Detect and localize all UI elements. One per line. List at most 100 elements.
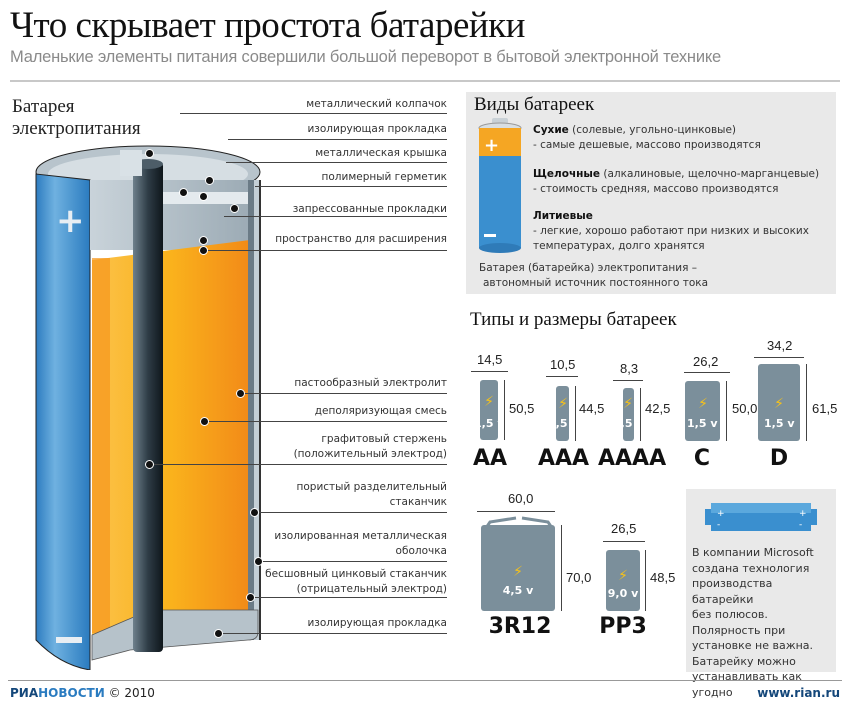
- dimension-line: [477, 511, 555, 512]
- note-line: устанавливать как угодно: [692, 670, 802, 699]
- callout-dot: [199, 246, 208, 255]
- c-name: C: [693, 446, 711, 471]
- callout-dot: [250, 508, 259, 517]
- type-dry: Сухие (солевые, угольно-цинковые) - самы…: [533, 123, 761, 153]
- type-detail: (алкалиновые, щелочно-марганцевые): [600, 168, 820, 180]
- dimension-line: [640, 388, 641, 441]
- bolt-icon: ⚡: [774, 396, 784, 412]
- site-link[interactable]: www.rian.ru: [757, 686, 840, 700]
- c-battery-shape: [685, 381, 720, 441]
- aaaa-height: 42,5: [645, 401, 671, 416]
- label-line2: стаканчик: [389, 496, 447, 508]
- page-subtitle: Маленькие элементы питания совершили бол…: [10, 48, 722, 66]
- bolt-icon: ⚡: [484, 394, 494, 410]
- label-insulated-metal-shell: изолированная металлическая оболочка: [274, 529, 447, 559]
- bolt-icon: ⚡: [558, 396, 568, 412]
- label-depolarizing-mix: деполяризующая смесь: [314, 405, 447, 417]
- aa-name: AA: [472, 446, 508, 471]
- dimension-line: [806, 364, 807, 441]
- c-width: 26,2: [693, 354, 719, 369]
- note-line: создана технология: [692, 561, 810, 575]
- type-desc: - самые дешевые, массово производятся: [533, 139, 761, 151]
- plus-sign-icon: +: [717, 509, 725, 519]
- leader-line: [258, 561, 447, 562]
- label-graphite-rod: графитовый стержень (положительный элект…: [294, 432, 447, 462]
- type-desc-line2: температурах, долго хранятся: [533, 240, 705, 252]
- label-line1: пористый разделительный: [296, 481, 447, 493]
- dimension-line: [613, 380, 643, 381]
- callout-dot: [214, 629, 223, 638]
- diagram-title-line1: Батарея: [12, 96, 75, 117]
- dimension-line: [546, 376, 578, 377]
- leader-line: [218, 633, 447, 634]
- d-width: 34,2: [767, 338, 793, 353]
- callout-dot: [199, 192, 208, 201]
- dimension-line: [726, 381, 727, 441]
- copyright: © 2010: [104, 686, 155, 700]
- type-alkaline: Щелочные (алкалиновые, щелочно-марганцев…: [533, 167, 819, 197]
- bolt-icon: ⚡: [698, 396, 708, 412]
- callout-dot: [230, 204, 239, 213]
- d-voltage: 1,5 v: [764, 417, 795, 430]
- header-divider: [10, 80, 840, 82]
- label-paste-electrolyte: пастообразный электролит: [294, 377, 447, 389]
- dimension-line: [561, 525, 562, 611]
- 3r12-width: 60,0: [508, 491, 534, 506]
- logo-novosti: НОВОСТИ: [38, 686, 105, 700]
- leader-line: [240, 393, 447, 394]
- aa-voltage: 1,5 v: [474, 417, 505, 430]
- label-line2: (отрицательный электрод): [296, 583, 447, 595]
- aaaa-width: 8,3: [620, 361, 639, 376]
- aaa-battery-shape: [556, 386, 569, 441]
- type-name: Литиевые: [533, 210, 593, 222]
- pp3-width: 26,5: [611, 521, 637, 536]
- callout-dot: [179, 188, 188, 197]
- aaa-name: AAA: [538, 446, 590, 471]
- type-lithium: Литиевые - легкие, хорошо работают при н…: [533, 209, 809, 254]
- label-pressed-gaskets: запрессованные прокладки: [292, 203, 447, 215]
- callout-dot: [145, 460, 154, 469]
- polarity-free-battery-icon: + - + -: [705, 503, 817, 531]
- aaaa-name: AAAA: [598, 446, 667, 471]
- label-expansion-space: пространство для расширения: [275, 233, 447, 245]
- logo-ria: РИА: [10, 686, 39, 700]
- aa-width: 14,5: [477, 352, 503, 367]
- aa-height: 50,5: [509, 401, 535, 416]
- leader-line: [226, 162, 447, 163]
- minus-sign-icon: -: [717, 520, 720, 530]
- c-voltage: 1,5 v: [687, 417, 718, 430]
- label-line2: оболочка: [395, 545, 447, 557]
- dimension-line: [575, 386, 576, 441]
- type-desc: - стоимость средняя, массово производятс…: [533, 183, 779, 195]
- note-line: без полюсов.: [692, 608, 768, 621]
- label-polymer-sealant: полимерный герметик: [321, 171, 448, 183]
- battery-cutaway-illustration: +: [35, 145, 261, 670]
- label-insulating-gasket-top: изолирующая прокладка: [307, 123, 447, 135]
- battery-types-heading: Виды батареек: [474, 94, 595, 115]
- d-height: 61,5: [812, 401, 838, 416]
- type-name: Сухие: [533, 124, 569, 136]
- microsoft-note-text: В компании Microsoft создана технология …: [692, 545, 837, 700]
- aaaa-voltage: 1,5 v: [613, 417, 644, 430]
- plus-sign-icon: +: [56, 201, 85, 241]
- pp3-battery-shape: [606, 550, 640, 611]
- dimension-line: [603, 541, 645, 542]
- pp3-voltage: 9,0 v: [607, 587, 639, 600]
- callout-dot: [254, 557, 263, 566]
- type-name: Щелочные: [533, 168, 601, 180]
- page-title: Что скрывает простота батарейки: [10, 5, 525, 46]
- diagram-title-line2: электропитания: [12, 118, 141, 139]
- battery-definition: Батарея (батарейка) электропитания – авт…: [479, 261, 708, 291]
- d-name: D: [769, 446, 789, 471]
- label-metal-lid: металлическая крышка: [315, 147, 447, 159]
- dimension-line: [754, 357, 804, 358]
- leader-line: [150, 464, 447, 465]
- callout-dot: [246, 593, 255, 602]
- diagram-title: Батарея электропитания: [12, 96, 141, 140]
- 3r12-height: 70,0: [566, 570, 592, 585]
- label-line1: изолированная металлическая: [274, 530, 447, 542]
- aa-battery-shape: [480, 380, 498, 440]
- note-line: производства батарейки: [692, 577, 773, 606]
- aaa-height: 44,5: [579, 401, 605, 416]
- label-zinc-cup: бесшовный цинковый стаканчик (отрицатель…: [265, 567, 447, 597]
